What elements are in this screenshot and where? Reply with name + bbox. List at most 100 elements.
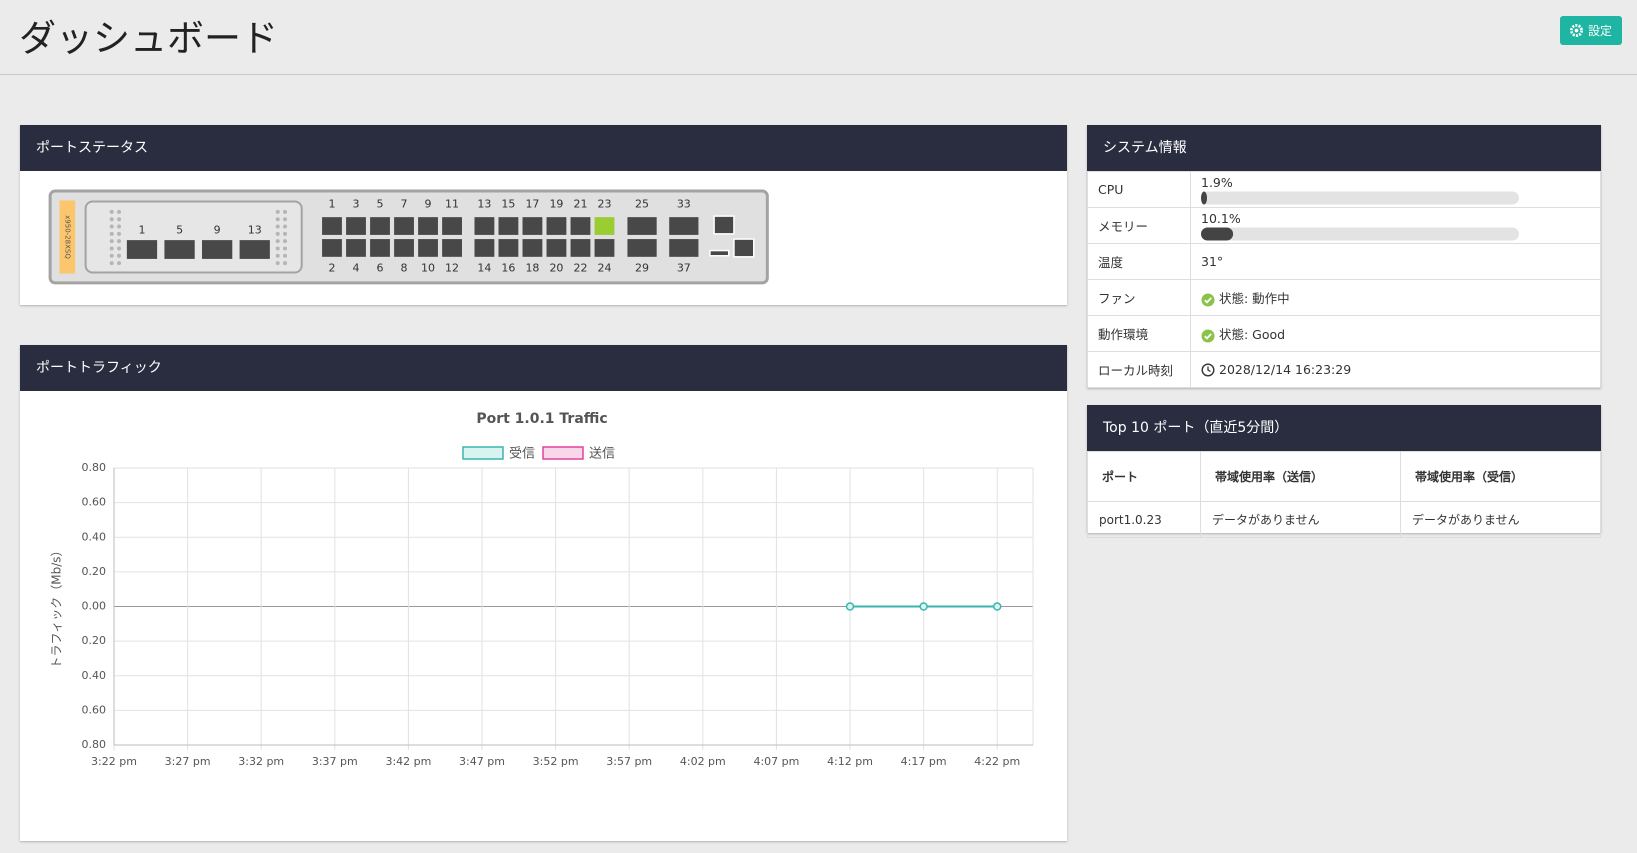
port-label: 19	[549, 198, 563, 211]
info-row: 温度 31°	[1087, 243, 1601, 280]
port	[627, 239, 657, 257]
bar-track	[1201, 191, 1519, 205]
header: ダッシュボード 設定	[0, 0, 1637, 75]
page-title: ダッシュボード	[19, 17, 278, 60]
mgmt-port	[733, 238, 755, 258]
port-label: 23	[597, 198, 611, 211]
port	[522, 239, 543, 257]
legend-label: 送信	[589, 446, 615, 462]
port-label: 2	[328, 261, 335, 274]
x-tick-label: 3:52 pm	[533, 755, 579, 768]
switch-diagram: x950-28XSQ 1 5 9 131 3 5 7 9 11 13 15 17 19 21 23 25 332 4…	[48, 189, 769, 285]
vent-dot	[117, 246, 122, 251]
info-row: メモリー 10.1%	[1087, 207, 1601, 244]
info-value: 状態: Good	[1190, 315, 1601, 352]
x-tick-label: 4:22 pm	[974, 755, 1020, 768]
x-tick-label: 3:27 pm	[165, 755, 211, 768]
info-row: 動作環境 状態: Good	[1087, 315, 1601, 352]
settings-button[interactable]: 設定	[1559, 16, 1622, 45]
port-label: 6	[377, 261, 384, 274]
port-label: 8	[401, 261, 408, 274]
check-icon	[1201, 329, 1215, 342]
port	[394, 239, 414, 257]
icon-circle	[1201, 363, 1215, 377]
x-tick-label: 4:07 pm	[753, 755, 799, 768]
port-label: 11	[445, 198, 459, 211]
info-row: ローカル時刻 2028/12/14 16:23:29	[1087, 351, 1601, 388]
port	[627, 217, 657, 235]
x-tick-label: 3:37 pm	[312, 755, 358, 768]
port	[418, 217, 438, 235]
data-point	[845, 602, 855, 611]
info-value: 2028/12/14 16:23:29	[1190, 351, 1601, 388]
port	[474, 239, 495, 257]
y-tick-label: 0.00	[82, 600, 107, 613]
x-tick-label: 4:12 pm	[827, 755, 873, 768]
vent-dot	[283, 217, 288, 222]
model-label: x950-28XSQ	[63, 215, 71, 259]
y-tick-label: 0.60	[82, 703, 107, 716]
port-label: 5	[377, 198, 384, 211]
port-label: 4	[353, 261, 360, 274]
info-label: 動作環境	[1087, 315, 1191, 352]
port-label: 13	[477, 198, 491, 211]
info-value: 状態: 動作中	[1190, 279, 1601, 316]
y-tick-label: 0.20	[82, 634, 107, 647]
vent-dot	[117, 253, 122, 258]
port-label: 5	[176, 224, 183, 237]
column-header: ポート	[1087, 451, 1201, 502]
usage-bar	[1201, 191, 1519, 205]
port-label: 10	[421, 261, 435, 274]
clock-icon	[1201, 363, 1215, 377]
x-tick-label: 3:57 pm	[606, 755, 652, 768]
y-tick-label: 0.60	[82, 496, 107, 509]
settings-label: 設定	[1587, 24, 1612, 38]
port	[669, 239, 699, 257]
port	[322, 217, 342, 235]
y-tick-label: 0.80	[82, 738, 107, 751]
x-tick-label: 3:42 pm	[385, 755, 431, 768]
port-label: 18	[525, 261, 539, 274]
x-tick-label: 4:02 pm	[680, 755, 726, 768]
icon-check	[1204, 296, 1212, 304]
port	[322, 239, 342, 257]
x-tick-label: 3:47 pm	[459, 755, 505, 768]
vent-dot	[275, 246, 280, 251]
y-tick-label: 0.20	[82, 565, 107, 578]
x-tick-label: 3:22 pm	[91, 755, 137, 768]
port	[346, 217, 366, 235]
port-label: 25	[635, 198, 649, 211]
y-axis-title: トラフィック（Mb/s）	[50, 544, 64, 668]
port	[346, 239, 366, 257]
legend-label: 受信	[509, 446, 535, 462]
usage-bar	[1201, 227, 1519, 241]
info-label: ローカル時刻	[1087, 351, 1191, 388]
vent-dot	[283, 253, 288, 258]
bar-track	[1201, 227, 1519, 241]
info-label: メモリー	[1087, 207, 1191, 244]
port-label: 20	[549, 261, 563, 274]
vent-dot	[109, 209, 114, 214]
column-header: 帯域使用率（送信）	[1200, 451, 1401, 502]
table-header: ポート 帯域使用率（送信） 帯域使用率（受信）	[1087, 451, 1601, 502]
traffic-chart: Port 1.0.1 Traffic 受信 送信 0.80 0.60 0.40 0.20 0.…	[50, 411, 1034, 768]
info-label: 温度	[1087, 243, 1191, 280]
vent-dot	[275, 261, 280, 266]
table-row: port1.0.23 データがありません データがありません	[1087, 501, 1601, 538]
port-label: 29	[635, 261, 649, 274]
port	[570, 239, 591, 257]
vent-dot	[275, 253, 280, 258]
legend-swatch	[542, 446, 584, 460]
usage-text: 1.9%	[1201, 174, 1233, 190]
panel-title: Top 10 ポート（直近5分間）	[1087, 405, 1601, 451]
info-value: 1.9%	[1190, 171, 1601, 208]
top10-table: ポート 帯域使用率（送信） 帯域使用率（受信） port1.0.23 データがありませ…	[1087, 451, 1601, 538]
port-label: 1	[138, 224, 145, 237]
vent-dot	[109, 261, 114, 266]
vent-dot	[283, 209, 288, 214]
usage-text: 10.1%	[1201, 210, 1241, 226]
data-point	[992, 602, 1002, 611]
vent-dot	[283, 246, 288, 251]
port	[594, 217, 615, 235]
vent-dot	[283, 261, 288, 266]
